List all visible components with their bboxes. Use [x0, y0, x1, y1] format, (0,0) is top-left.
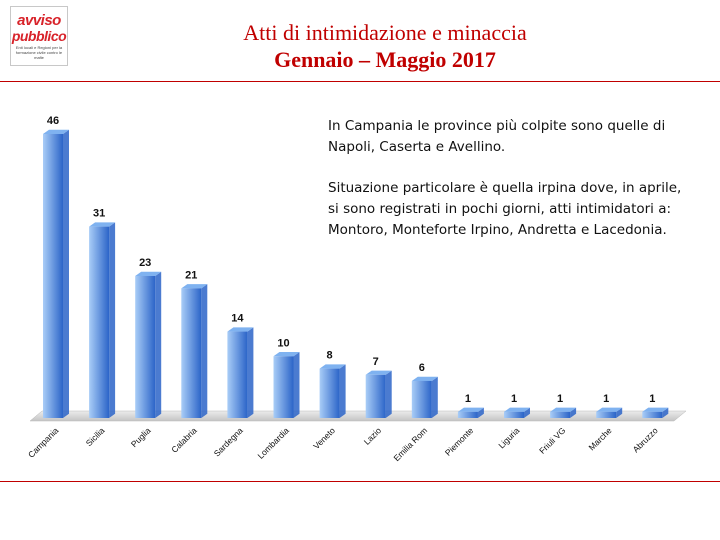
page-subtitle: Gennaio – Maggio 2017	[274, 47, 496, 72]
bar-top	[273, 352, 300, 357]
bar-front	[457, 411, 478, 418]
data-label: 1	[557, 393, 563, 405]
bar-front	[227, 331, 248, 418]
category-label: Lombardia	[255, 425, 291, 461]
bar-side	[201, 284, 208, 418]
bar-side	[570, 407, 577, 418]
bar-side	[431, 376, 438, 418]
bar-lazio	[365, 370, 392, 418]
bar-front	[89, 226, 110, 418]
bar-side	[662, 407, 669, 418]
bar-lombardia	[273, 352, 300, 418]
category-label: Sardegna	[212, 425, 245, 458]
bar-side	[477, 407, 484, 418]
category-label: Lazio	[362, 425, 384, 447]
category-label: Sicilia	[84, 425, 107, 448]
category-label: Calabria	[169, 425, 199, 455]
bar-puglia	[135, 271, 162, 418]
data-label: 46	[47, 115, 59, 127]
bar-top	[411, 376, 438, 381]
bar-front	[411, 380, 432, 418]
data-label: 1	[603, 393, 609, 405]
category-label: Piemonte	[443, 425, 476, 458]
bar-abruzzo	[642, 407, 669, 418]
bar-front	[642, 411, 663, 418]
bar-veneto	[319, 364, 346, 418]
bar-marche	[596, 407, 623, 418]
data-label: 10	[277, 337, 289, 349]
category-label: Abruzzo	[631, 425, 660, 454]
bar-top	[504, 407, 530, 412]
category-label: Campania	[26, 425, 61, 460]
bar-top	[227, 327, 254, 332]
data-label: 14	[231, 313, 244, 325]
bar-top	[43, 129, 69, 134]
bar-top	[365, 370, 392, 375]
bar-sicilia	[89, 222, 116, 418]
bar-top	[550, 407, 577, 412]
chart-floor	[29, 410, 687, 422]
bar-front	[135, 276, 156, 418]
bar-side	[385, 370, 392, 418]
data-label: 6	[419, 362, 425, 374]
bar-side	[63, 129, 69, 419]
category-label: Veneto	[311, 425, 337, 451]
category-label: Friuli VG	[537, 425, 567, 455]
bottom-divider	[0, 481, 720, 482]
data-label: 23	[139, 257, 151, 269]
bar-side	[155, 271, 162, 418]
logo-tagline: Enti locali e Regioni per la formazione …	[15, 45, 63, 60]
data-label: 8	[327, 350, 333, 362]
data-label: 1	[465, 393, 471, 405]
logo-line2: pubblico	[11, 28, 67, 44]
avviso-pubblico-logo: avviso pubblico Enti locali e Regioni pe…	[10, 6, 68, 66]
bar-front	[550, 411, 571, 418]
bar-calabria	[181, 284, 208, 418]
bar-front	[365, 374, 386, 418]
bar-side	[247, 327, 254, 418]
data-label: 21	[185, 269, 197, 281]
category-label: Emilia Rom	[391, 425, 429, 463]
top-divider	[0, 81, 720, 82]
bar-liguria	[504, 407, 530, 418]
bar-piemonte	[457, 407, 484, 418]
bar-emilia-rom	[411, 376, 438, 418]
bar-friuli-vg	[550, 407, 577, 418]
note-paragraph-1: In Campania le province più colpite sono…	[328, 118, 666, 155]
bar-front	[596, 411, 617, 418]
bar-side	[616, 407, 623, 418]
bar-front	[504, 411, 524, 418]
bar-top	[596, 407, 623, 412]
category-label: Marche	[587, 425, 614, 452]
bar-front	[319, 368, 340, 418]
logo-line1: avviso	[17, 12, 61, 29]
bar-top	[89, 222, 116, 227]
note-paragraph-2: Situazione particolare è quella irpina d…	[328, 180, 682, 238]
category-label: Puglia	[129, 425, 153, 449]
data-label: 1	[511, 393, 517, 405]
bar-top	[457, 407, 484, 412]
data-label: 31	[93, 208, 105, 220]
category-label: Liguria	[496, 425, 521, 450]
bar-top	[181, 284, 208, 289]
bar-top	[642, 407, 669, 412]
bar-front	[43, 134, 63, 418]
data-label: 1	[649, 393, 655, 405]
bar-front	[273, 356, 294, 418]
bar-side	[339, 364, 346, 418]
bar-top	[135, 271, 162, 276]
page-title: Atti di intimidazione e minaccia	[243, 20, 527, 45]
bar-sardegna	[227, 327, 254, 418]
bar-side	[109, 222, 116, 418]
bar-campania	[43, 129, 69, 419]
bar-top	[319, 364, 346, 369]
bar-side	[524, 407, 530, 418]
bar-side	[293, 352, 300, 418]
data-label: 7	[373, 356, 379, 368]
bar-front	[181, 288, 202, 418]
